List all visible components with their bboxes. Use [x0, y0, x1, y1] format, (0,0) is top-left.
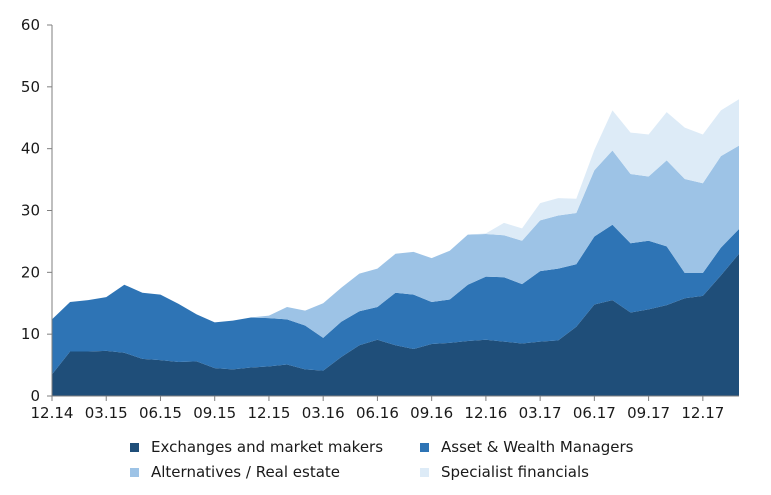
- x-tick-label: 03.15: [85, 404, 128, 422]
- legend-item-asset-wealth: Asset & Wealth Managers: [420, 434, 634, 460]
- y-tick-label: 20: [21, 263, 40, 281]
- x-tick-label: 06.15: [139, 404, 182, 422]
- area-layers: [52, 99, 739, 396]
- y-axis-ticks: 0 10 20 30 40 50 60: [21, 16, 52, 405]
- x-tick-label: 09.16: [410, 404, 453, 422]
- area-series-1: [52, 224, 739, 375]
- legend-item-specialist: Specialist financials: [420, 459, 589, 485]
- legend-label-specialist: Specialist financials: [441, 463, 589, 481]
- x-tick-label: 03.17: [519, 404, 562, 422]
- y-tick-label: 40: [21, 140, 40, 158]
- legend-label-alternatives: Alternatives / Real estate: [151, 463, 341, 481]
- x-tick-label: 12.16: [464, 404, 507, 422]
- x-tick-label: 09.17: [627, 404, 670, 422]
- legend-item-exchanges: Exchanges and market makers: [130, 434, 383, 460]
- y-tick-label: 60: [21, 16, 40, 34]
- x-axis-ticks: 12.14 03.15 06.15 09.15 12.15 03.16 06.16 09.16…: [31, 396, 724, 422]
- y-tick-label: 0: [30, 387, 40, 405]
- legend-swatch-exchanges: [130, 442, 139, 452]
- x-tick-label: 06.17: [573, 404, 616, 422]
- y-tick-label: 30: [21, 202, 40, 220]
- legend-label-exchanges: Exchanges and market makers: [151, 438, 384, 456]
- legend-swatch-asset-wealth: [420, 442, 429, 452]
- x-tick-label: 12.14: [31, 404, 74, 422]
- x-tick-label: 12.15: [247, 404, 290, 422]
- area-series-2: [52, 145, 739, 338]
- y-tick-label: 50: [21, 78, 40, 96]
- area-series-0: [52, 253, 739, 396]
- legend-item-alternatives: Alternatives / Real estate: [130, 459, 340, 485]
- area-series-3: [52, 99, 739, 323]
- legend-label-asset-wealth: Asset & Wealth Managers: [441, 438, 634, 456]
- x-tick-label: 12.17: [681, 404, 724, 422]
- x-tick-label: 03.16: [302, 404, 345, 422]
- x-tick-label: 09.15: [193, 404, 236, 422]
- y-tick-label: 10: [21, 325, 40, 343]
- legend-swatch-alternatives: [130, 467, 139, 477]
- x-tick-label: 06.16: [356, 404, 399, 422]
- legend-swatch-specialist: [420, 467, 429, 477]
- legend: Exchanges and market makers Asset & Weal…: [0, 432, 771, 492]
